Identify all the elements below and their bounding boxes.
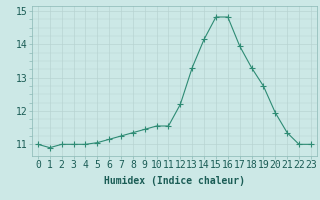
X-axis label: Humidex (Indice chaleur): Humidex (Indice chaleur) [104, 176, 245, 186]
